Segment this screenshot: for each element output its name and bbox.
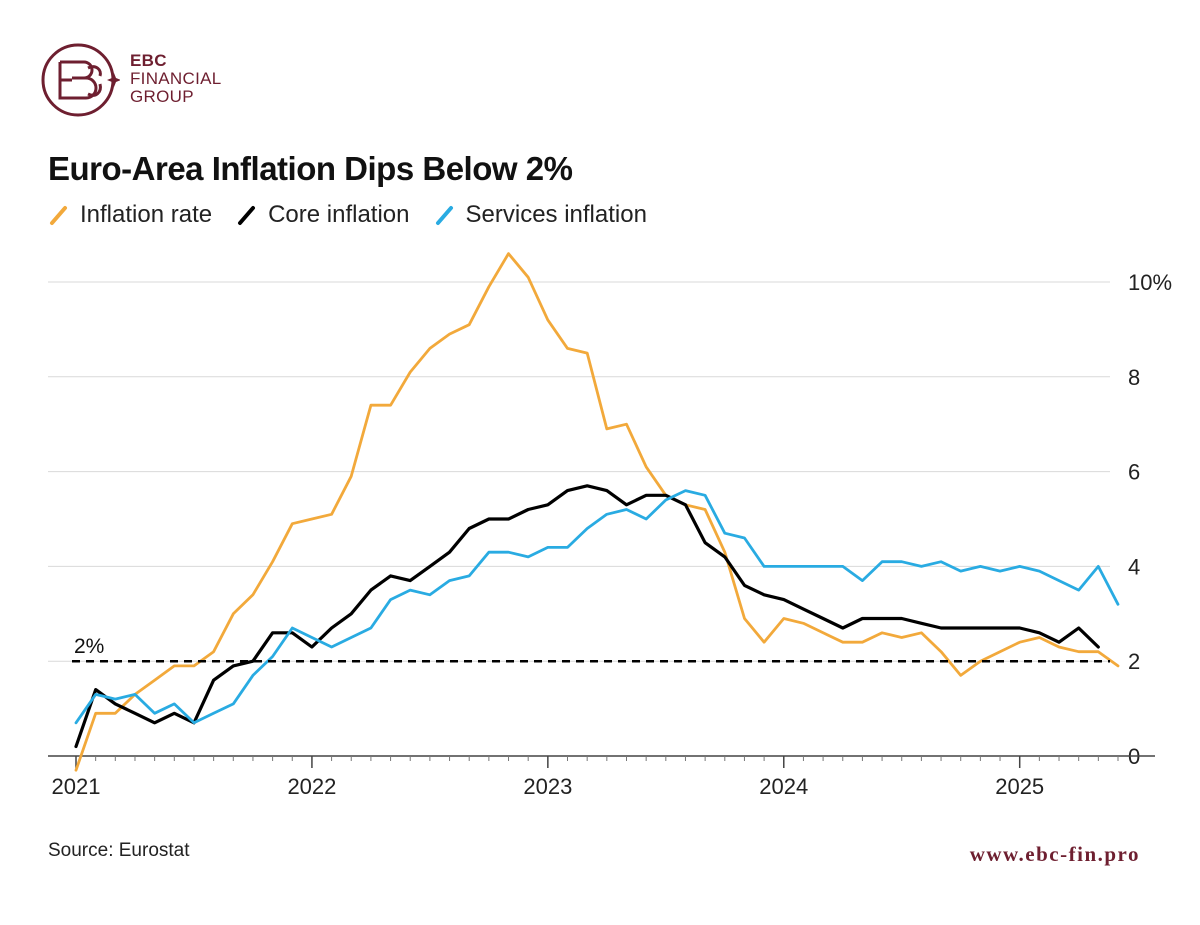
series-line-core-inflation (74, 484, 1100, 749)
x-tick-label-2024: 2024 (759, 774, 808, 799)
y-tick-label-10: 10% (1128, 270, 1172, 295)
legend-item-services-inflation: Services inflation (434, 201, 647, 229)
legend-label-core-inflation: Core inflation (268, 201, 410, 228)
series-line-services-inflation (74, 489, 1120, 725)
x-tick-label-2023: 2023 (523, 774, 572, 799)
legend-line-inflation-rate (50, 206, 67, 225)
chart-title: Euro-Area Inflation Dips Below 2% (48, 150, 573, 187)
legend-label-services-inflation: Services inflation (465, 201, 647, 228)
legend-item-core-inflation: Core inflation (236, 201, 410, 229)
brand-line-3: GROUP (130, 87, 194, 106)
brand-line-2: FINANCIAL (130, 69, 222, 88)
y-tick-label-4: 4 (1128, 554, 1140, 579)
legend-swatch-core-inflation (238, 206, 256, 225)
legend-swatch-services-inflation (435, 206, 453, 225)
legend-swatch-inflation-rate (50, 206, 67, 225)
reference-line-label: 2% (74, 635, 104, 658)
brand-name: EBC FINANCIAL GROUP (130, 52, 222, 106)
x-tick-label-2025: 2025 (995, 774, 1044, 799)
brand-line-1: EBC (130, 51, 167, 70)
website-link[interactable]: www.ebc-fin.pro (969, 842, 1140, 866)
x-tick-label-2022: 2022 (287, 774, 336, 799)
legend-line-core-inflation (238, 206, 256, 225)
x-tick-label-2021: 2021 (52, 774, 101, 799)
series-line-inflation-rate (74, 252, 1120, 772)
ebc-logo-icon (41, 43, 121, 117)
y-tick-label-6: 6 (1128, 460, 1140, 485)
y-tick-label-8: 8 (1128, 365, 1140, 390)
source-note: Source: Eurostat (48, 840, 190, 861)
legend-line-services-inflation (435, 206, 453, 225)
brand-logo: EBC FINANCIAL GROUP (40, 40, 280, 120)
chart-legend: Inflation rate Core inflation Services i… (48, 200, 671, 230)
y-tick-label-2: 2 (1128, 649, 1140, 674)
legend-label-inflation-rate: Inflation rate (80, 201, 213, 228)
legend-item-inflation-rate: Inflation rate (48, 201, 212, 229)
